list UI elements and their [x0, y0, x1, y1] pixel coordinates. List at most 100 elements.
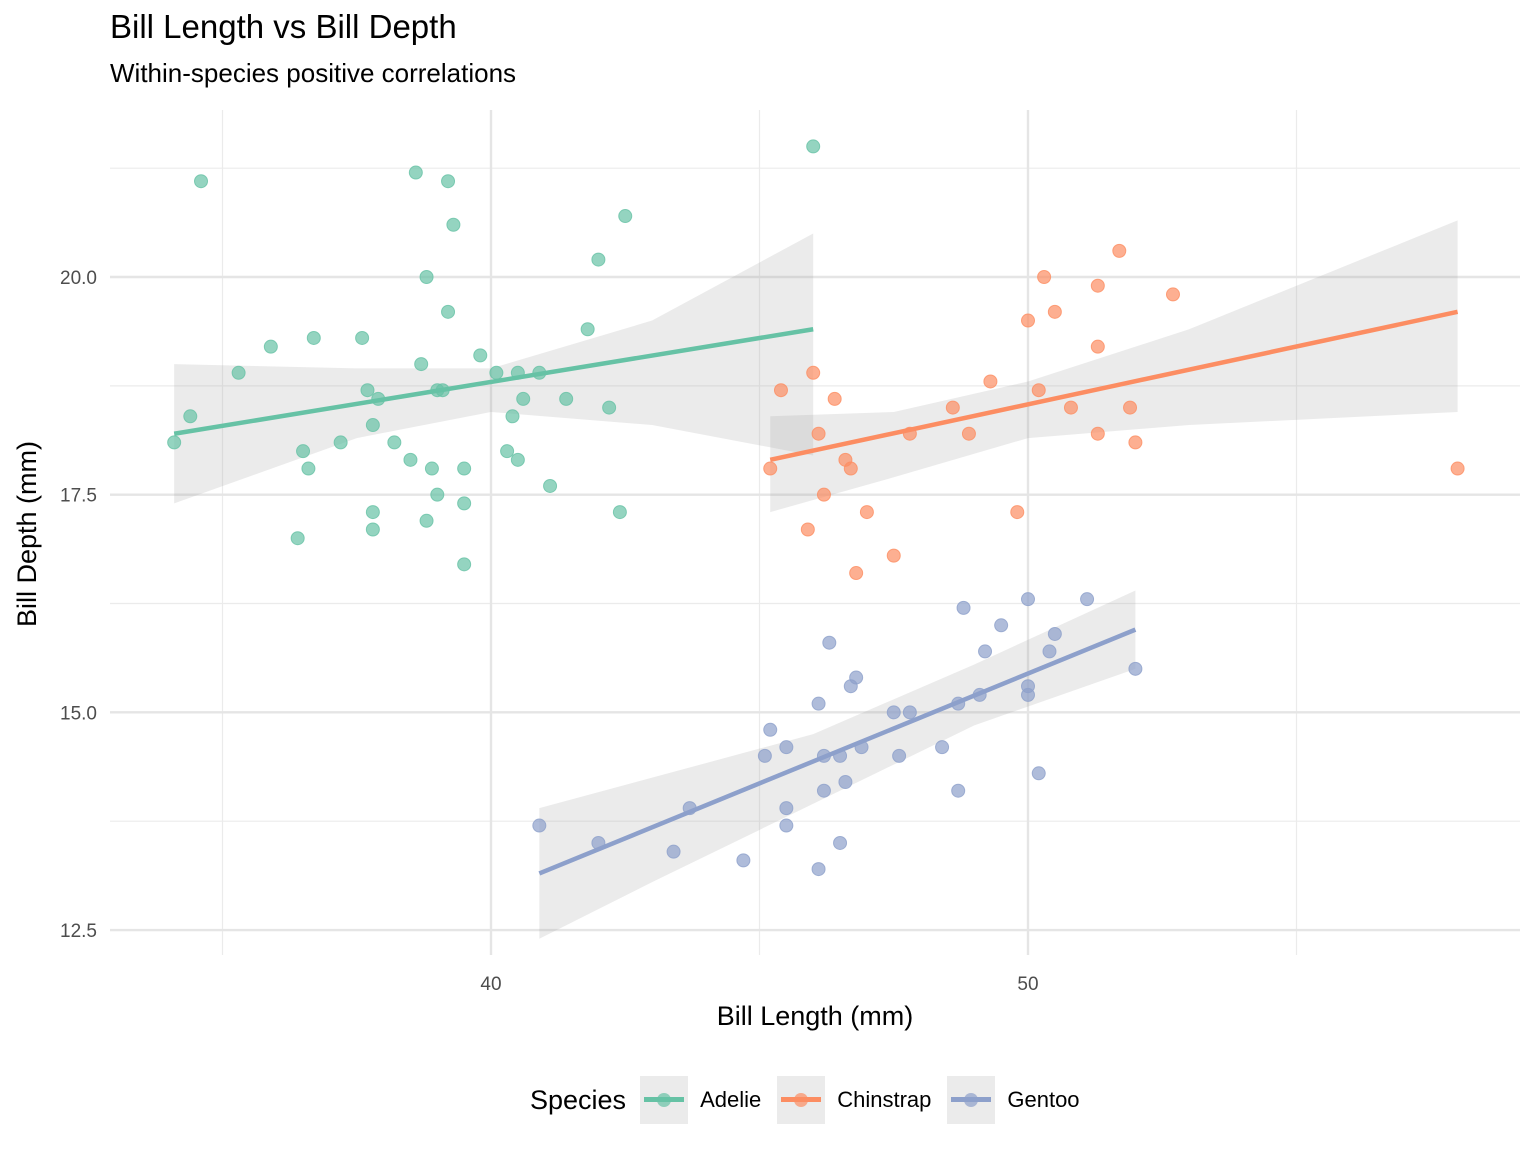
data-point-chinstrap: [1010, 505, 1025, 520]
data-point-chinstrap: [961, 426, 976, 441]
legend: Species Adelie Chinstrap Gentoo: [530, 1076, 1096, 1124]
data-point-adelie: [457, 461, 472, 476]
data-point-gentoo: [779, 801, 794, 816]
chart-title: Bill Length vs Bill Depth: [110, 8, 457, 45]
data-point-adelie: [559, 391, 574, 406]
data-point-chinstrap: [1047, 304, 1062, 319]
data-point-adelie: [806, 139, 821, 154]
legend-label-gentoo: Gentoo: [1007, 1087, 1080, 1112]
data-point-adelie: [194, 174, 209, 189]
data-point-adelie: [505, 409, 520, 424]
data-point-adelie: [333, 435, 348, 450]
data-point-gentoo: [811, 862, 826, 877]
fit-line-gentoo: [538, 627, 1137, 876]
data-point-adelie: [419, 513, 434, 528]
data-point-chinstrap: [1021, 313, 1035, 328]
y-axis-label: Bill Depth (mm): [12, 441, 42, 627]
data-point-adelie: [489, 365, 504, 380]
data-point-adelie: [419, 270, 434, 284]
data-point-gentoo: [956, 600, 971, 615]
data-point-gentoo: [763, 722, 778, 737]
data-point-chinstrap: [1063, 400, 1078, 415]
data-point-gentoo: [822, 635, 837, 650]
data-point-adelie: [602, 400, 617, 415]
data-point-gentoo: [1047, 626, 1062, 641]
data-point-gentoo: [902, 705, 917, 720]
data-point-gentoo: [1080, 592, 1095, 607]
data-point-adelie: [414, 357, 429, 372]
y-tick-label: 12.5: [60, 921, 97, 942]
grid-lines: [110, 110, 1520, 955]
data-point-adelie: [446, 217, 461, 232]
data-point-chinstrap: [945, 400, 960, 415]
data-point-chinstrap: [859, 505, 874, 520]
legend-label-chinstrap: Chinstrap: [837, 1087, 932, 1112]
x-tick-label: 40: [480, 974, 501, 995]
chart-subtitle: Within-species positive correlations: [110, 58, 517, 88]
data-point-adelie: [543, 478, 558, 493]
data-point-adelie: [618, 209, 633, 224]
data-point-chinstrap: [1031, 383, 1046, 398]
confidence-band-gentoo: [539, 590, 1136, 939]
legend-label-adelie: Adelie: [700, 1087, 762, 1112]
data-point-adelie: [441, 304, 456, 319]
data-point-chinstrap: [1037, 270, 1052, 284]
confidence-band-chinstrap: [770, 220, 1458, 513]
data-point-adelie: [500, 444, 515, 459]
legend-title: Species: [530, 1084, 627, 1115]
data-point-chinstrap: [849, 566, 864, 581]
data-point-gentoo: [849, 670, 864, 685]
data-point-adelie: [403, 452, 418, 467]
legend-key-gentoo: [947, 1076, 996, 1124]
confidence-bands: [174, 220, 1458, 939]
data-point-adelie: [365, 505, 380, 520]
data-point-chinstrap: [763, 461, 778, 476]
data-point-adelie: [408, 165, 423, 180]
data-point-gentoo: [838, 775, 853, 790]
data-point-adelie: [296, 444, 311, 459]
data-point-chinstrap: [811, 426, 826, 441]
data-point-adelie: [183, 409, 198, 424]
data-point-adelie: [612, 505, 627, 520]
data-point-gentoo: [951, 783, 966, 798]
data-point-gentoo: [779, 818, 794, 833]
data-point-chinstrap: [983, 374, 998, 389]
data-point-adelie: [424, 461, 439, 476]
legend-key-chinstrap: [777, 1076, 826, 1124]
fit-line-adelie: [173, 327, 814, 436]
data-point-adelie: [457, 496, 472, 511]
data-point-adelie: [441, 174, 456, 189]
data-point-chinstrap: [886, 548, 901, 563]
data-point-adelie: [457, 557, 472, 572]
data-point-adelie: [516, 391, 531, 406]
data-point-adelie: [290, 531, 305, 546]
data-point-adelie: [510, 452, 525, 467]
x-axis-label: Bill Length (mm): [717, 1001, 914, 1031]
data-point-gentoo: [736, 853, 751, 868]
data-point-adelie: [231, 365, 246, 380]
data-point-gentoo: [978, 644, 993, 659]
data-point-gentoo: [833, 835, 848, 850]
data-point-adelie: [365, 522, 380, 537]
tick-labels: 40 50 12.5 15.0 17.5 20.0: [60, 268, 1039, 995]
data-point-gentoo: [779, 740, 794, 755]
data-point-adelie: [355, 330, 370, 345]
data-point-gentoo: [816, 783, 831, 798]
data-point-adelie: [430, 487, 445, 502]
y-tick-label: 15.0: [60, 703, 97, 724]
data-point-chinstrap: [1165, 287, 1180, 302]
data-point-gentoo: [886, 705, 901, 720]
data-point-gentoo: [1021, 592, 1035, 607]
y-tick-label: 20.0: [60, 268, 97, 289]
data-point-gentoo: [1128, 661, 1143, 676]
data-point-adelie: [591, 252, 606, 267]
data-point-gentoo: [757, 748, 772, 763]
fit-line-chinstrap: [769, 309, 1459, 463]
data-point-adelie: [263, 339, 278, 354]
data-point-chinstrap: [800, 522, 815, 537]
data-point-gentoo: [892, 748, 907, 763]
x-tick-label: 50: [1017, 974, 1038, 995]
data-point-gentoo: [666, 844, 681, 859]
data-point-gentoo: [935, 740, 950, 755]
data-point-adelie: [473, 348, 488, 363]
